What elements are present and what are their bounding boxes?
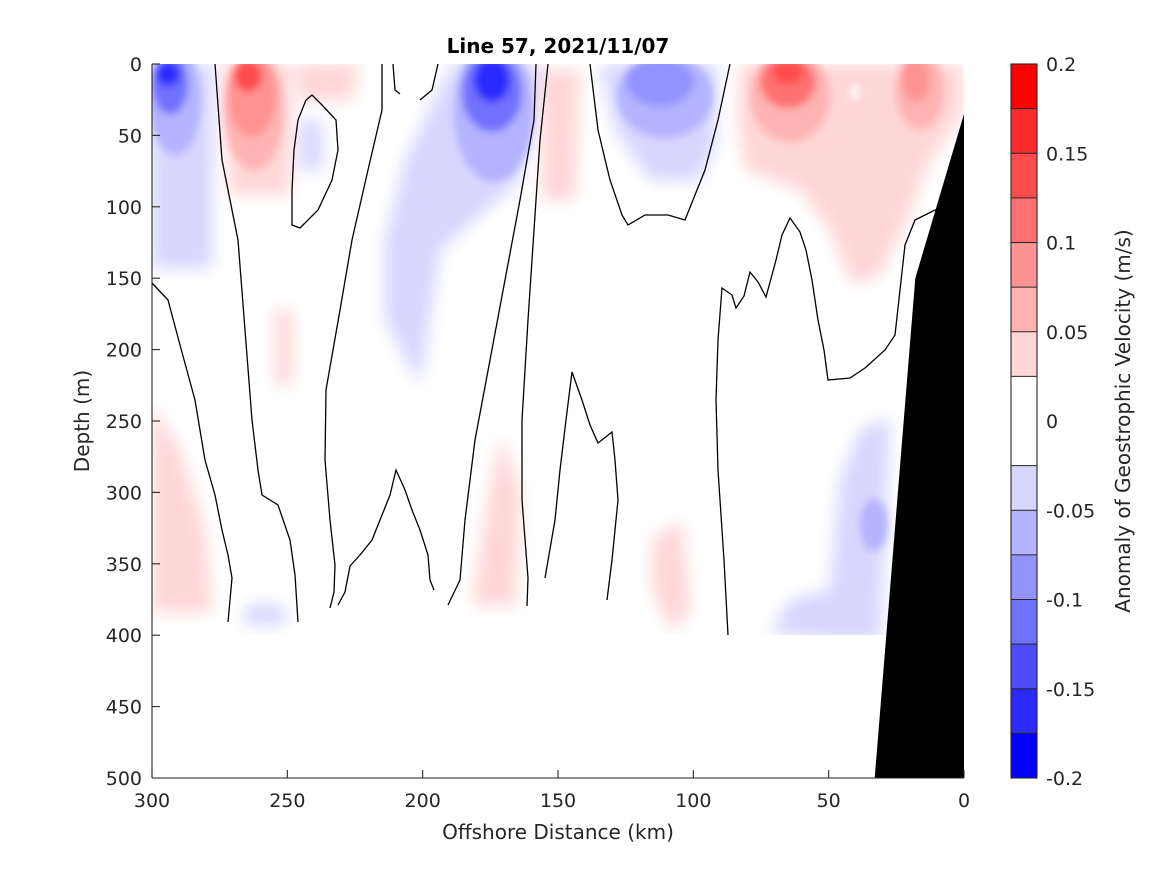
- positive-anomaly-region: [152, 405, 212, 612]
- x-axis-label: Offshore Distance (km): [442, 820, 674, 844]
- colorbar-tick-label: -0.15: [1046, 679, 1095, 701]
- chart-title: Line 57, 2021/11/07: [447, 34, 670, 58]
- colorbar-tick-label: -0.2: [1046, 768, 1083, 790]
- colorbar-band: [1011, 64, 1037, 109]
- zero-contour: [324, 64, 383, 609]
- bathymetry-seafloor: [874, 114, 964, 778]
- x-tick-label: 200: [405, 790, 441, 812]
- zero-velocity-contours: [152, 64, 949, 636]
- positive-anomaly-core: [902, 64, 930, 102]
- y-tick-label: 450: [106, 697, 142, 719]
- y-tick-label: 400: [106, 625, 142, 647]
- x-tick-label: 250: [269, 790, 305, 812]
- y-tick-label: 50: [118, 125, 142, 147]
- anomaly-level-2: [152, 64, 944, 551]
- colorbar-band: [1011, 599, 1037, 645]
- negative-anomaly-region: [770, 418, 890, 635]
- y-tick-label: 300: [106, 482, 142, 504]
- y-axis-label: Depth (m): [70, 370, 94, 472]
- y-tick-label: 100: [106, 197, 142, 219]
- negative-anomaly-region: [300, 120, 322, 170]
- colorbar-band: [1011, 153, 1037, 198]
- positive-anomaly-core: [234, 64, 262, 92]
- colorbar-ticks: 0.2 0.15 0.1 0.05 0 -0.05 -0.1 -0.15 -0.2: [1046, 54, 1095, 790]
- colorbar-band: [1011, 510, 1037, 555]
- zero-contour: [419, 64, 439, 101]
- colorbar: [1010, 63, 1038, 779]
- x-tick-label: 100: [675, 790, 711, 812]
- zero-contour: [291, 94, 339, 229]
- zero-contour: [214, 64, 299, 623]
- negative-anomaly-region: [245, 605, 285, 625]
- colorbar-tick-label: 0.15: [1046, 143, 1088, 165]
- positive-anomaly-region: [540, 70, 580, 200]
- colorbar-tick-label: -0.05: [1046, 500, 1095, 522]
- colorbar-band: [1011, 688, 1037, 734]
- negative-anomaly-core: [860, 499, 888, 551]
- colorbar-band: [1011, 644, 1037, 689]
- zero-contour: [589, 64, 731, 226]
- colorbar-band: [1011, 733, 1037, 778]
- x-tick-label: 150: [540, 790, 576, 812]
- colorbar-tick-label: 0.1: [1046, 233, 1076, 255]
- zero-contour: [544, 371, 619, 601]
- y-axis-ticks: 0 50 100 150 200 250 300 350 400 450 500: [106, 54, 160, 790]
- y-tick-label: 350: [106, 554, 142, 576]
- colorbar-tick-label: 0.2: [1046, 54, 1076, 76]
- zero-contour: [392, 64, 401, 95]
- negative-anomaly-core: [626, 64, 694, 106]
- positive-anomaly-region: [652, 520, 690, 632]
- colorbar-tick-label: -0.1: [1046, 590, 1083, 612]
- positive-anomaly-region: [472, 435, 520, 605]
- small-white-patch: [851, 84, 859, 100]
- y-tick-label: 500: [106, 768, 142, 790]
- zero-contour: [715, 207, 949, 636]
- negative-anomaly-core: [474, 64, 510, 102]
- y-tick-label: 250: [106, 411, 142, 433]
- y-tick-label: 200: [106, 340, 142, 362]
- y-tick-label: 0: [130, 54, 142, 76]
- colorbar-frame: [1010, 63, 1038, 779]
- zero-contour: [152, 282, 233, 623]
- colorbar-band: [1011, 242, 1037, 288]
- positive-anomaly-region: [275, 310, 292, 385]
- x-tick-label: 0: [958, 790, 970, 812]
- positive-anomaly-region: [296, 64, 360, 100]
- colorbar-tick-label: 0: [1046, 411, 1058, 433]
- positive-anomaly-core: [772, 64, 804, 84]
- x-axis-ticks: 300 250 200 150 100 50 0: [134, 770, 970, 812]
- colorbar-band: [1011, 108, 1037, 154]
- zero-contour: [337, 467, 435, 606]
- colorbar-band: [1011, 376, 1037, 466]
- colorbar-label: Anomaly of Geostrophic Velocity (m/s): [1111, 229, 1135, 612]
- colorbar-band: [1011, 331, 1037, 377]
- velocity-anomaly-field: [152, 64, 963, 635]
- colorbar-band: [1011, 197, 1037, 243]
- zero-contour: [447, 64, 537, 606]
- colorbar-band: [1011, 554, 1037, 600]
- colorbar-tick-label: 0.05: [1046, 322, 1088, 344]
- colorbar-band: [1011, 465, 1037, 511]
- colorbar-band: [1011, 287, 1037, 332]
- x-tick-label: 300: [134, 790, 170, 812]
- zero-contour: [521, 64, 549, 607]
- x-tick-label: 50: [817, 790, 841, 812]
- y-tick-label: 150: [106, 268, 142, 290]
- negative-anomaly-core: [156, 64, 180, 86]
